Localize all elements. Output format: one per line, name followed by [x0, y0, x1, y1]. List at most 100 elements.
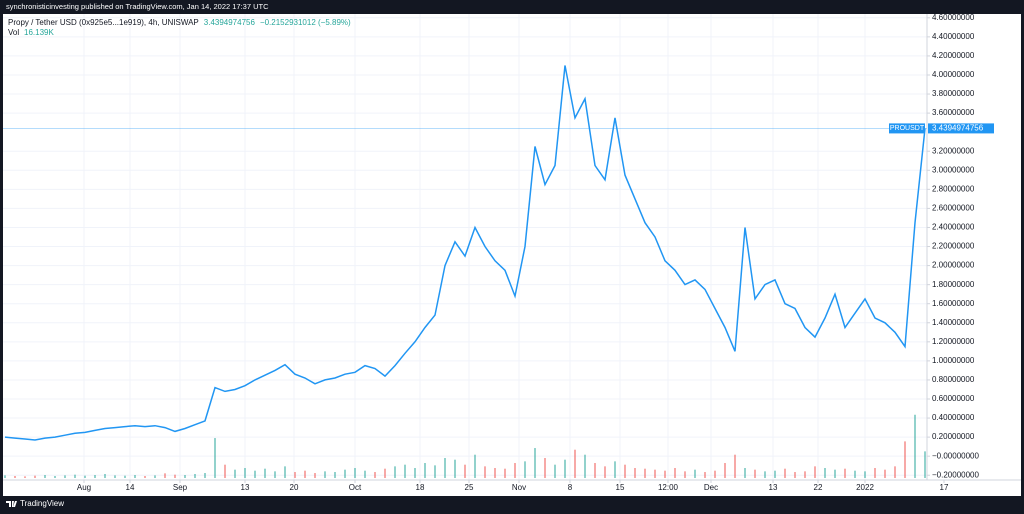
volume-bar [654, 469, 656, 478]
volume-bar [294, 472, 296, 478]
volume-bar [254, 470, 256, 478]
y-tick-label: 1.00000000 [932, 356, 975, 365]
x-tick-label: 13 [769, 483, 778, 492]
volume-bar [734, 454, 736, 478]
volume-bar [264, 468, 266, 478]
volume-bar [514, 463, 516, 478]
y-tick-label: 4.60000000 [932, 13, 975, 22]
volume-bar [794, 472, 796, 478]
x-tick-label: Sep [173, 483, 188, 492]
volume-bar [334, 472, 336, 478]
volume-bar [864, 471, 866, 478]
volume-bar [234, 469, 236, 478]
y-tick-label: 1.60000000 [932, 299, 975, 308]
last-price: 3.4394974756 [204, 18, 256, 27]
volume-bar [894, 466, 896, 478]
volume-bar [194, 474, 196, 478]
volume-bar [524, 461, 526, 478]
y-tick-label: 2.40000000 [932, 223, 975, 232]
volume-bar [274, 471, 276, 478]
volume-bar [324, 471, 326, 478]
volume-bar [774, 470, 776, 478]
volume-bar [374, 472, 376, 478]
y-tick-label: 0.60000000 [932, 394, 975, 403]
volume-bar [494, 468, 496, 478]
volume-bar [344, 469, 346, 478]
volume-name: Vol [8, 28, 19, 37]
volume-bar [204, 473, 206, 478]
symbol: Propy / Tether USD (0x925e5...1e919), 4h… [8, 18, 199, 27]
volume-bar [94, 475, 96, 478]
volume-bar [904, 441, 906, 478]
volume-bar [724, 463, 726, 478]
volume-bar [594, 463, 596, 478]
volume-bar [874, 468, 876, 478]
volume-bar [674, 468, 676, 478]
volume-bar [24, 476, 26, 478]
y-tick-label: 1.40000000 [932, 318, 975, 327]
volume-bar [284, 466, 286, 478]
volume-bar [884, 469, 886, 478]
volume-bar [914, 414, 916, 478]
volume-bar [84, 475, 86, 478]
x-tick-label: 2022 [856, 483, 874, 492]
y-tick-label: 4.20000000 [932, 51, 975, 60]
volume-bar [224, 464, 226, 478]
volume-bar [444, 458, 446, 478]
volume-bar [124, 475, 126, 478]
volume-bar [844, 468, 846, 478]
volume-bar [114, 475, 116, 478]
volume-bar [554, 464, 556, 478]
volume-bar [824, 468, 826, 478]
y-tick-label: 0.80000000 [932, 375, 975, 384]
publisher: synchronisticinvesting published on Trad… [6, 2, 269, 11]
volume-bar [484, 466, 486, 478]
y-tick-label: 3.20000000 [932, 146, 975, 155]
x-tick-label: Aug [77, 483, 91, 492]
volume-bar [614, 461, 616, 478]
y-tick-label: 2.80000000 [932, 184, 975, 193]
volume-bar [304, 470, 306, 478]
volume-bar [544, 458, 546, 478]
y-tick-label: 4.40000000 [932, 32, 975, 41]
x-tick-label: 20 [290, 483, 299, 492]
y-tick-label: 3.80000000 [932, 89, 975, 98]
x-tick-label: 12:00 [658, 483, 679, 492]
volume-bar [424, 463, 426, 478]
y-tick-label: 1.80000000 [932, 280, 975, 289]
y-tick-label: −0.20000000 [932, 470, 979, 479]
volume-bar [684, 471, 686, 478]
y-tick-label: 3.60000000 [932, 108, 975, 117]
chart-area [3, 14, 1021, 496]
volume-bar [464, 464, 466, 478]
x-tick-label: 14 [126, 483, 135, 492]
volume-bar [244, 468, 246, 478]
volume-bar [924, 451, 926, 478]
volume-bar [574, 449, 576, 478]
x-tick-label: 17 [940, 483, 949, 492]
volume-bar [64, 475, 66, 478]
volume-bar [144, 476, 146, 478]
volume-bar [764, 471, 766, 478]
volume-bar [54, 476, 56, 478]
volume-bar [414, 468, 416, 478]
volume-bar [4, 475, 6, 478]
volume-bar [584, 454, 586, 478]
volume-bar [704, 472, 706, 478]
symbol-tag: PROUSDT [890, 125, 925, 132]
x-tick-label: Oct [349, 483, 362, 492]
symbol-tag-bg [889, 123, 925, 134]
y-tick-label: 3.00000000 [932, 165, 975, 174]
y-tick-label: 2.00000000 [932, 261, 975, 270]
volume-bar [164, 473, 166, 478]
volume-bar [644, 468, 646, 478]
price-tag-bg [928, 123, 994, 134]
volume-bar [754, 469, 756, 478]
y-tick-label: −0.00000000 [932, 451, 979, 460]
volume-bar [154, 475, 156, 478]
volume-bar [784, 468, 786, 478]
volume-bar [804, 471, 806, 478]
volume-value: 16.139K [24, 28, 54, 37]
